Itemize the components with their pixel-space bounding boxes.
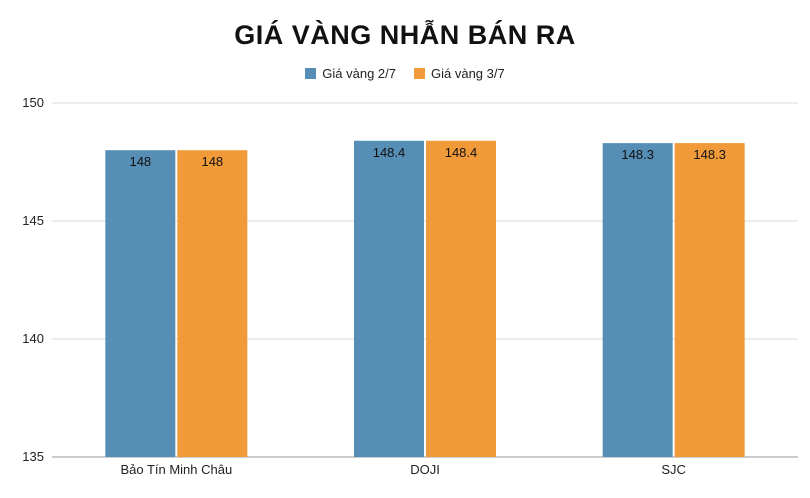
legend-item-series-2: Giá vàng 3/7 [414,66,505,81]
bar-value-label-series-1-3: 148.3 [621,147,654,162]
legend-item-series-1: Giá vàng 2/7 [305,66,396,81]
y-tick-label-145: 145 [22,213,44,228]
bar-series-1-1 [105,150,176,457]
bar-value-label-series-2-3: 148.3 [693,147,726,162]
chart-title: GIÁ VÀNG NHẪN BÁN RA [234,20,576,50]
bar-value-label-series-2-1: 148 [201,154,223,169]
legend: Giá vàng 2/7 Giá vàng 3/7 [0,66,810,81]
bar-value-label-series-2-2: 148.4 [445,145,478,160]
legend-label-series-2: Giá vàng 3/7 [431,66,505,81]
x-tick-label-1: Bảo Tín Minh Châu [120,462,232,477]
bar-series-2-2 [426,140,496,457]
bar-series-1-2 [354,140,424,457]
bar-series-2-3 [674,143,745,457]
legend-swatch-series-1 [305,68,317,79]
y-tick-label-135: 135 [22,449,44,464]
x-tick-label-2: DOJI [410,462,440,477]
bar-series-1-3 [602,143,673,457]
y-tick-label-150: 150 [22,95,44,110]
x-tick-label-3: SJC [661,462,686,477]
legend-label-series-1: Giá vàng 2/7 [322,66,396,81]
bar-series-2-1 [177,150,248,457]
y-tick-label-140: 140 [22,331,44,346]
bar-value-label-series-1-2: 148.4 [373,145,406,160]
bar-value-label-series-1-1: 148 [129,154,151,169]
legend-swatch-series-2 [414,68,425,79]
